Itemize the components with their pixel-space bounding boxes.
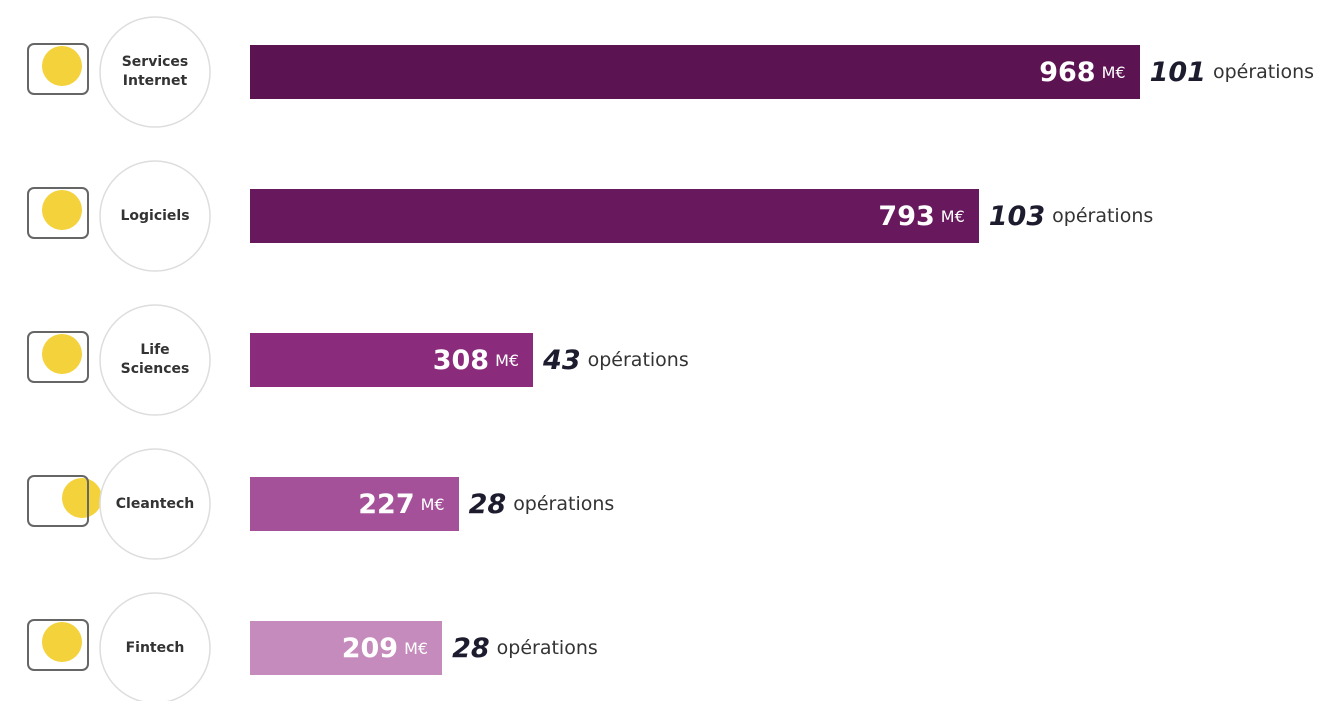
category-label: Fintech	[125, 639, 185, 656]
value-label: 793	[878, 200, 935, 232]
operations-label: opérations	[496, 637, 598, 659]
operations-label: opérations	[1212, 61, 1315, 83]
category-label: Cleantech	[115, 495, 195, 512]
bar: 793 M€	[250, 189, 979, 243]
operations-count: 103	[988, 200, 1046, 232]
category-label: Services Internet	[121, 54, 189, 89]
operations: 101 opérations	[1150, 45, 1315, 99]
label-circle	[99, 160, 211, 272]
value-unit: M€	[420, 494, 445, 514]
label-circle	[99, 448, 211, 560]
operations-count: 43	[543, 344, 581, 376]
icon-highlight	[42, 622, 82, 662]
bar: 227 M€	[250, 477, 459, 531]
bar: 968 M€	[250, 45, 1140, 99]
bar: 308 M€	[250, 333, 534, 387]
icon-shape	[27, 619, 89, 671]
operations-label: opérations	[513, 493, 615, 515]
icons	[27, 16, 211, 701]
icon-shape	[27, 475, 89, 527]
value-unit: M€	[940, 206, 965, 226]
icon-shape	[27, 43, 89, 95]
operations: 103 opérations	[989, 189, 1154, 243]
bar: 209 M€	[250, 621, 443, 675]
operations-label: opérations	[587, 349, 689, 371]
icon-shape	[27, 331, 89, 383]
operations-count: 101	[1149, 56, 1206, 88]
value-unit: M€	[404, 638, 429, 658]
icon-highlight	[42, 334, 82, 374]
value-label: 308	[432, 344, 490, 376]
category-label: Logiciels	[120, 207, 190, 224]
value-unit: M€	[1101, 62, 1126, 82]
icon-highlight	[62, 478, 102, 518]
operations: 43 opérations	[543, 333, 689, 387]
icon-highlight	[42, 190, 82, 230]
operations-count: 28	[452, 632, 490, 664]
operations: 28 opérations	[452, 621, 598, 675]
value-label: 968	[1039, 56, 1096, 88]
label-circle	[99, 304, 211, 416]
label-circle	[99, 592, 211, 701]
value-label: 227	[358, 488, 415, 520]
operations: 28 opérations	[469, 477, 615, 531]
operations-label: opérations	[1052, 205, 1154, 227]
icon-shape	[27, 187, 89, 239]
value-label: 209	[341, 632, 399, 664]
icon-highlight	[42, 46, 82, 86]
category-label: Life Sciences	[120, 342, 190, 377]
value-unit: M€	[495, 350, 520, 370]
label-circle	[99, 16, 211, 128]
operations-count: 28	[468, 488, 507, 520]
